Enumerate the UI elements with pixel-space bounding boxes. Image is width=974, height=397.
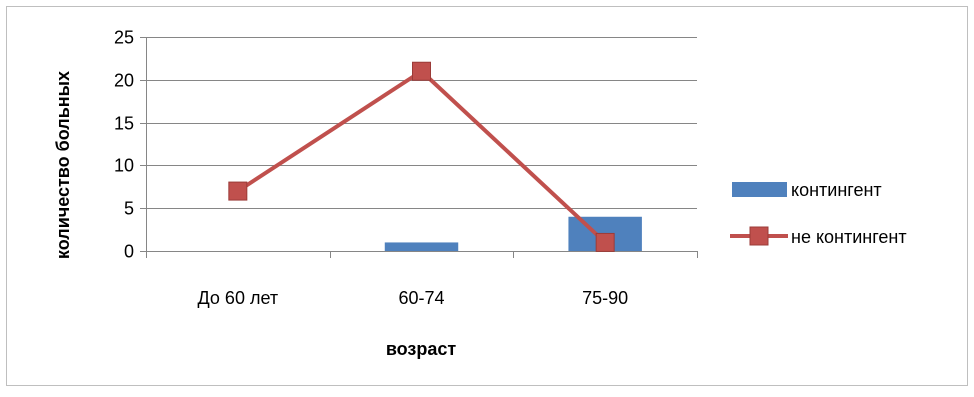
y-tick-labels: 0 5 10 15 20 25 <box>114 28 134 262</box>
x-category-label: До 60 лет <box>198 288 279 308</box>
legend-bar-swatch <box>732 182 787 197</box>
y-tick-label: 15 <box>114 114 134 134</box>
y-tick-label: 10 <box>114 156 134 176</box>
legend-label-non-contingent: не контингент <box>791 227 907 247</box>
gridlines <box>146 37 697 209</box>
x-category-label: 60-74 <box>398 288 444 308</box>
bar <box>384 242 459 251</box>
line-marker <box>595 232 615 252</box>
chart-border <box>6 6 968 386</box>
legend-line-marker <box>749 226 769 246</box>
line-marker <box>412 61 431 81</box>
line-marker <box>228 181 248 201</box>
y-tick-label: 5 <box>124 199 134 219</box>
x-category-labels: До 60 лет 60-74 75-90 <box>198 288 629 308</box>
x-category-label: 75-90 <box>582 288 628 308</box>
line-series <box>228 61 615 252</box>
x-axis-title: возраст <box>386 339 457 359</box>
y-axis-title: количество больных <box>53 71 73 259</box>
legend: контингент не контингент <box>730 180 907 247</box>
y-tick-label: 0 <box>124 242 134 262</box>
legend-label-contingent: контингент <box>791 180 882 200</box>
y-tick-label: 25 <box>114 28 134 48</box>
y-tick-label: 20 <box>114 71 134 91</box>
